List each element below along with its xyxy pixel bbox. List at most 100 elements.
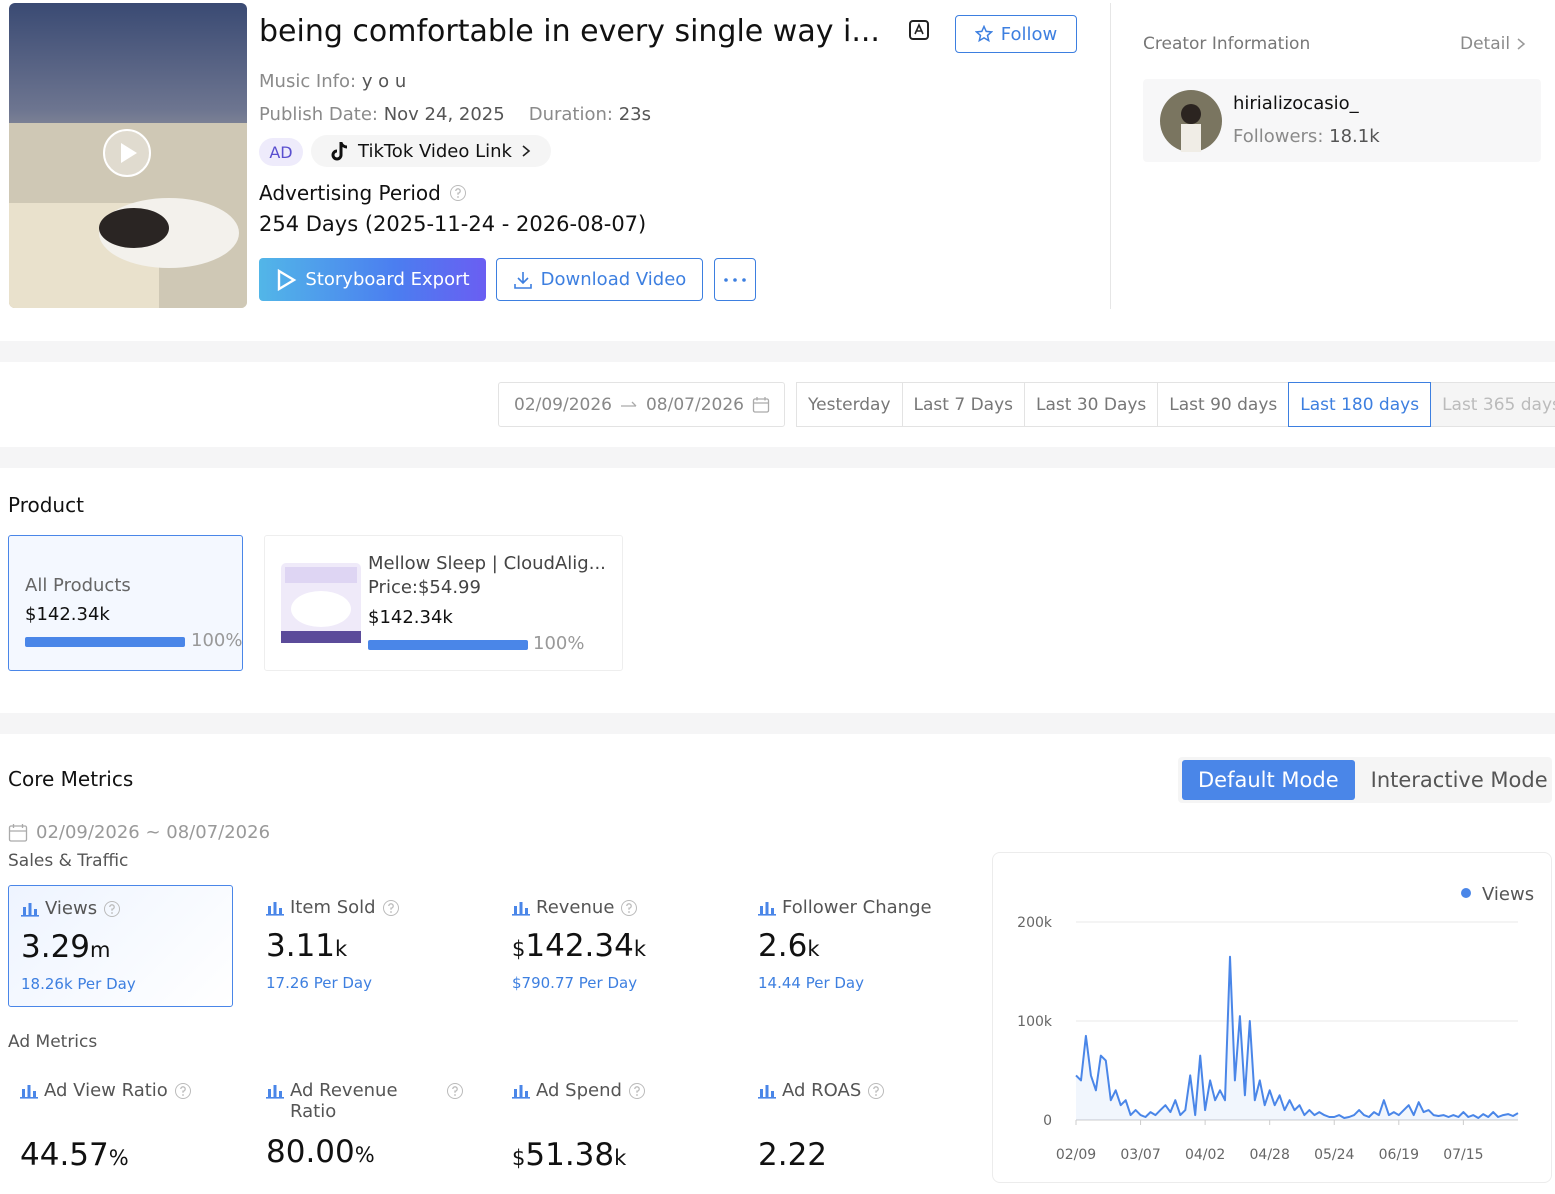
- label: Ad Revenue Ratio: [290, 1080, 398, 1122]
- video-thumbnail[interactable]: [9, 3, 247, 308]
- button-label: Download Video: [540, 269, 687, 290]
- label: Duration:: [528, 104, 613, 125]
- metric-name: Ad View Ratio: [20, 1080, 220, 1101]
- help-icon[interactable]: [867, 1082, 885, 1100]
- value: 2.6: [758, 928, 808, 964]
- date-presets: Yesterday Last 7 Days Last 30 Days Last 90 …: [796, 382, 1555, 427]
- x-tick-label: 05/24: [1314, 1147, 1354, 1163]
- download-video-button[interactable]: Download Video: [496, 258, 703, 301]
- metric-icon: [512, 902, 530, 916]
- date-preset[interactable]: Last 90 days: [1157, 382, 1290, 427]
- metric-card[interactable]: Follower Change 2.6k 14.44 Per Day: [746, 885, 971, 1007]
- ad-badge: AD: [259, 138, 303, 166]
- metric-value: 2.22: [758, 1137, 959, 1173]
- creator-name: hirializocasio_: [1233, 93, 1359, 114]
- date-preset[interactable]: Yesterday: [796, 382, 903, 427]
- currency: $: [512, 1146, 526, 1170]
- label: Followers:: [1233, 126, 1324, 147]
- label: Views: [45, 898, 98, 919]
- mode-toggle: Default Mode Interactive Mode: [1178, 757, 1552, 803]
- per-day: 18.26k Per Day: [21, 975, 136, 993]
- currency: $: [512, 937, 526, 961]
- date-preset[interactable]: Last 7 Days: [901, 382, 1025, 427]
- label: Detail: [1460, 34, 1511, 54]
- ad-period-label: Advertising Period: [259, 181, 467, 205]
- metric-card[interactable]: Ad View Ratio 44.57%: [8, 1068, 233, 1190]
- section-divider: [0, 341, 1555, 362]
- section-divider: [0, 447, 1555, 468]
- date-preset[interactable]: Last 30 Days: [1024, 382, 1159, 427]
- help-icon[interactable]: [174, 1082, 192, 1100]
- x-tick-label: 07/15: [1443, 1147, 1483, 1163]
- creator-avatar: [1160, 90, 1222, 152]
- value: 2.22: [758, 1137, 828, 1173]
- chevron: [522, 145, 531, 157]
- help-icon[interactable]: [449, 184, 467, 202]
- metric-name: Follower Change: [758, 897, 959, 918]
- per-day: 14.44 Per Day: [758, 974, 865, 992]
- y-tick-label: 100k: [1017, 1014, 1053, 1030]
- value: 142.34: [525, 928, 634, 964]
- per-day: $790.77 Per Day: [512, 974, 638, 992]
- metric-value: 3.11k: [266, 928, 467, 964]
- metric-card[interactable]: Ad Spend $51.38k: [500, 1068, 725, 1190]
- y-tick-label: 200k: [1017, 915, 1053, 931]
- creator-detail-link[interactable]: Detail: [1460, 34, 1526, 54]
- metrics-date-range: 02/09/2026 ~ 08/07/2026: [8, 822, 270, 843]
- label: Ad ROAS: [782, 1080, 862, 1101]
- star-icon: [974, 25, 993, 43]
- date-preset[interactable]: Last 180 days: [1288, 382, 1432, 427]
- link-label: TikTok Video Link: [358, 140, 512, 162]
- metric-card[interactable]: Views 3.29m 18.26k Per Day: [8, 885, 233, 1007]
- label: Music Info:: [259, 71, 357, 92]
- unit: %: [108, 1146, 129, 1170]
- label: All Products: [25, 575, 131, 596]
- help-icon[interactable]: [446, 1082, 464, 1100]
- metric-icon: [266, 902, 284, 916]
- mode-button[interactable]: Interactive Mode: [1370, 768, 1548, 792]
- storyboard-icon: [278, 268, 297, 291]
- divider: [1110, 3, 1111, 309]
- product-image: [281, 563, 361, 643]
- creator-card[interactable]: hirializocasio_ Followers: 18.1k: [1143, 79, 1541, 162]
- ad-period: 254 Days (2025-11-24 - 2026-08-07): [259, 212, 647, 236]
- value: 18.1k: [1329, 126, 1380, 147]
- share: 100%: [191, 630, 243, 651]
- product-title: Product: [8, 493, 84, 517]
- area: [1076, 956, 1518, 1120]
- metric-name: Revenue: [512, 897, 713, 918]
- chart-card: [992, 852, 1552, 1183]
- metric-icon: [758, 1085, 776, 1099]
- line: [1075, 955, 1519, 1119]
- share-bar: [368, 640, 528, 650]
- metric-card[interactable]: Ad ROAS 2.22: [746, 1068, 971, 1190]
- metric-value: $142.34k: [512, 928, 713, 964]
- product-name: Mellow Sleep | CloudAlig...: [368, 553, 606, 574]
- metric-card[interactable]: Item Sold 3.11k 17.26 Per Day: [254, 885, 479, 1007]
- metric-card[interactable]: Ad Revenue Ratio 80.00%: [254, 1068, 479, 1190]
- translate-icon[interactable]: [907, 18, 933, 44]
- storyboard-export-button[interactable]: Storyboard Export: [259, 258, 486, 301]
- share: 100%: [533, 633, 585, 654]
- unit: k: [614, 1146, 627, 1170]
- mode-button[interactable]: Default Mode: [1182, 760, 1355, 800]
- help-icon[interactable]: [628, 1082, 646, 1100]
- value: y o u: [361, 71, 407, 92]
- all-products-card[interactable]: All Products $142.34k 100%: [8, 535, 243, 671]
- help-icon[interactable]: [382, 899, 400, 917]
- metric-value: 2.6k: [758, 928, 959, 964]
- metric-name: Views: [21, 898, 220, 919]
- label: Ad Spend: [536, 1080, 622, 1101]
- help-icon[interactable]: [620, 899, 638, 917]
- metric-value: 80.00%: [266, 1134, 467, 1170]
- tiktok-link[interactable]: TikTok Video Link: [311, 135, 551, 167]
- calendar-icon: [8, 823, 28, 842]
- more-button[interactable]: [714, 258, 756, 301]
- value: 3.11: [266, 928, 336, 964]
- date-range-picker[interactable]: 02/09/2026 08/07/2026: [498, 382, 785, 427]
- metric-card[interactable]: Revenue $142.34k $790.77 Per Day: [500, 885, 725, 1007]
- product-card[interactable]: Mellow Sleep | CloudAlig... Price:$54.99…: [264, 535, 623, 671]
- follow-button[interactable]: Follow: [955, 15, 1077, 53]
- metric-name: Ad Spend: [512, 1080, 712, 1101]
- help-icon[interactable]: [103, 900, 121, 918]
